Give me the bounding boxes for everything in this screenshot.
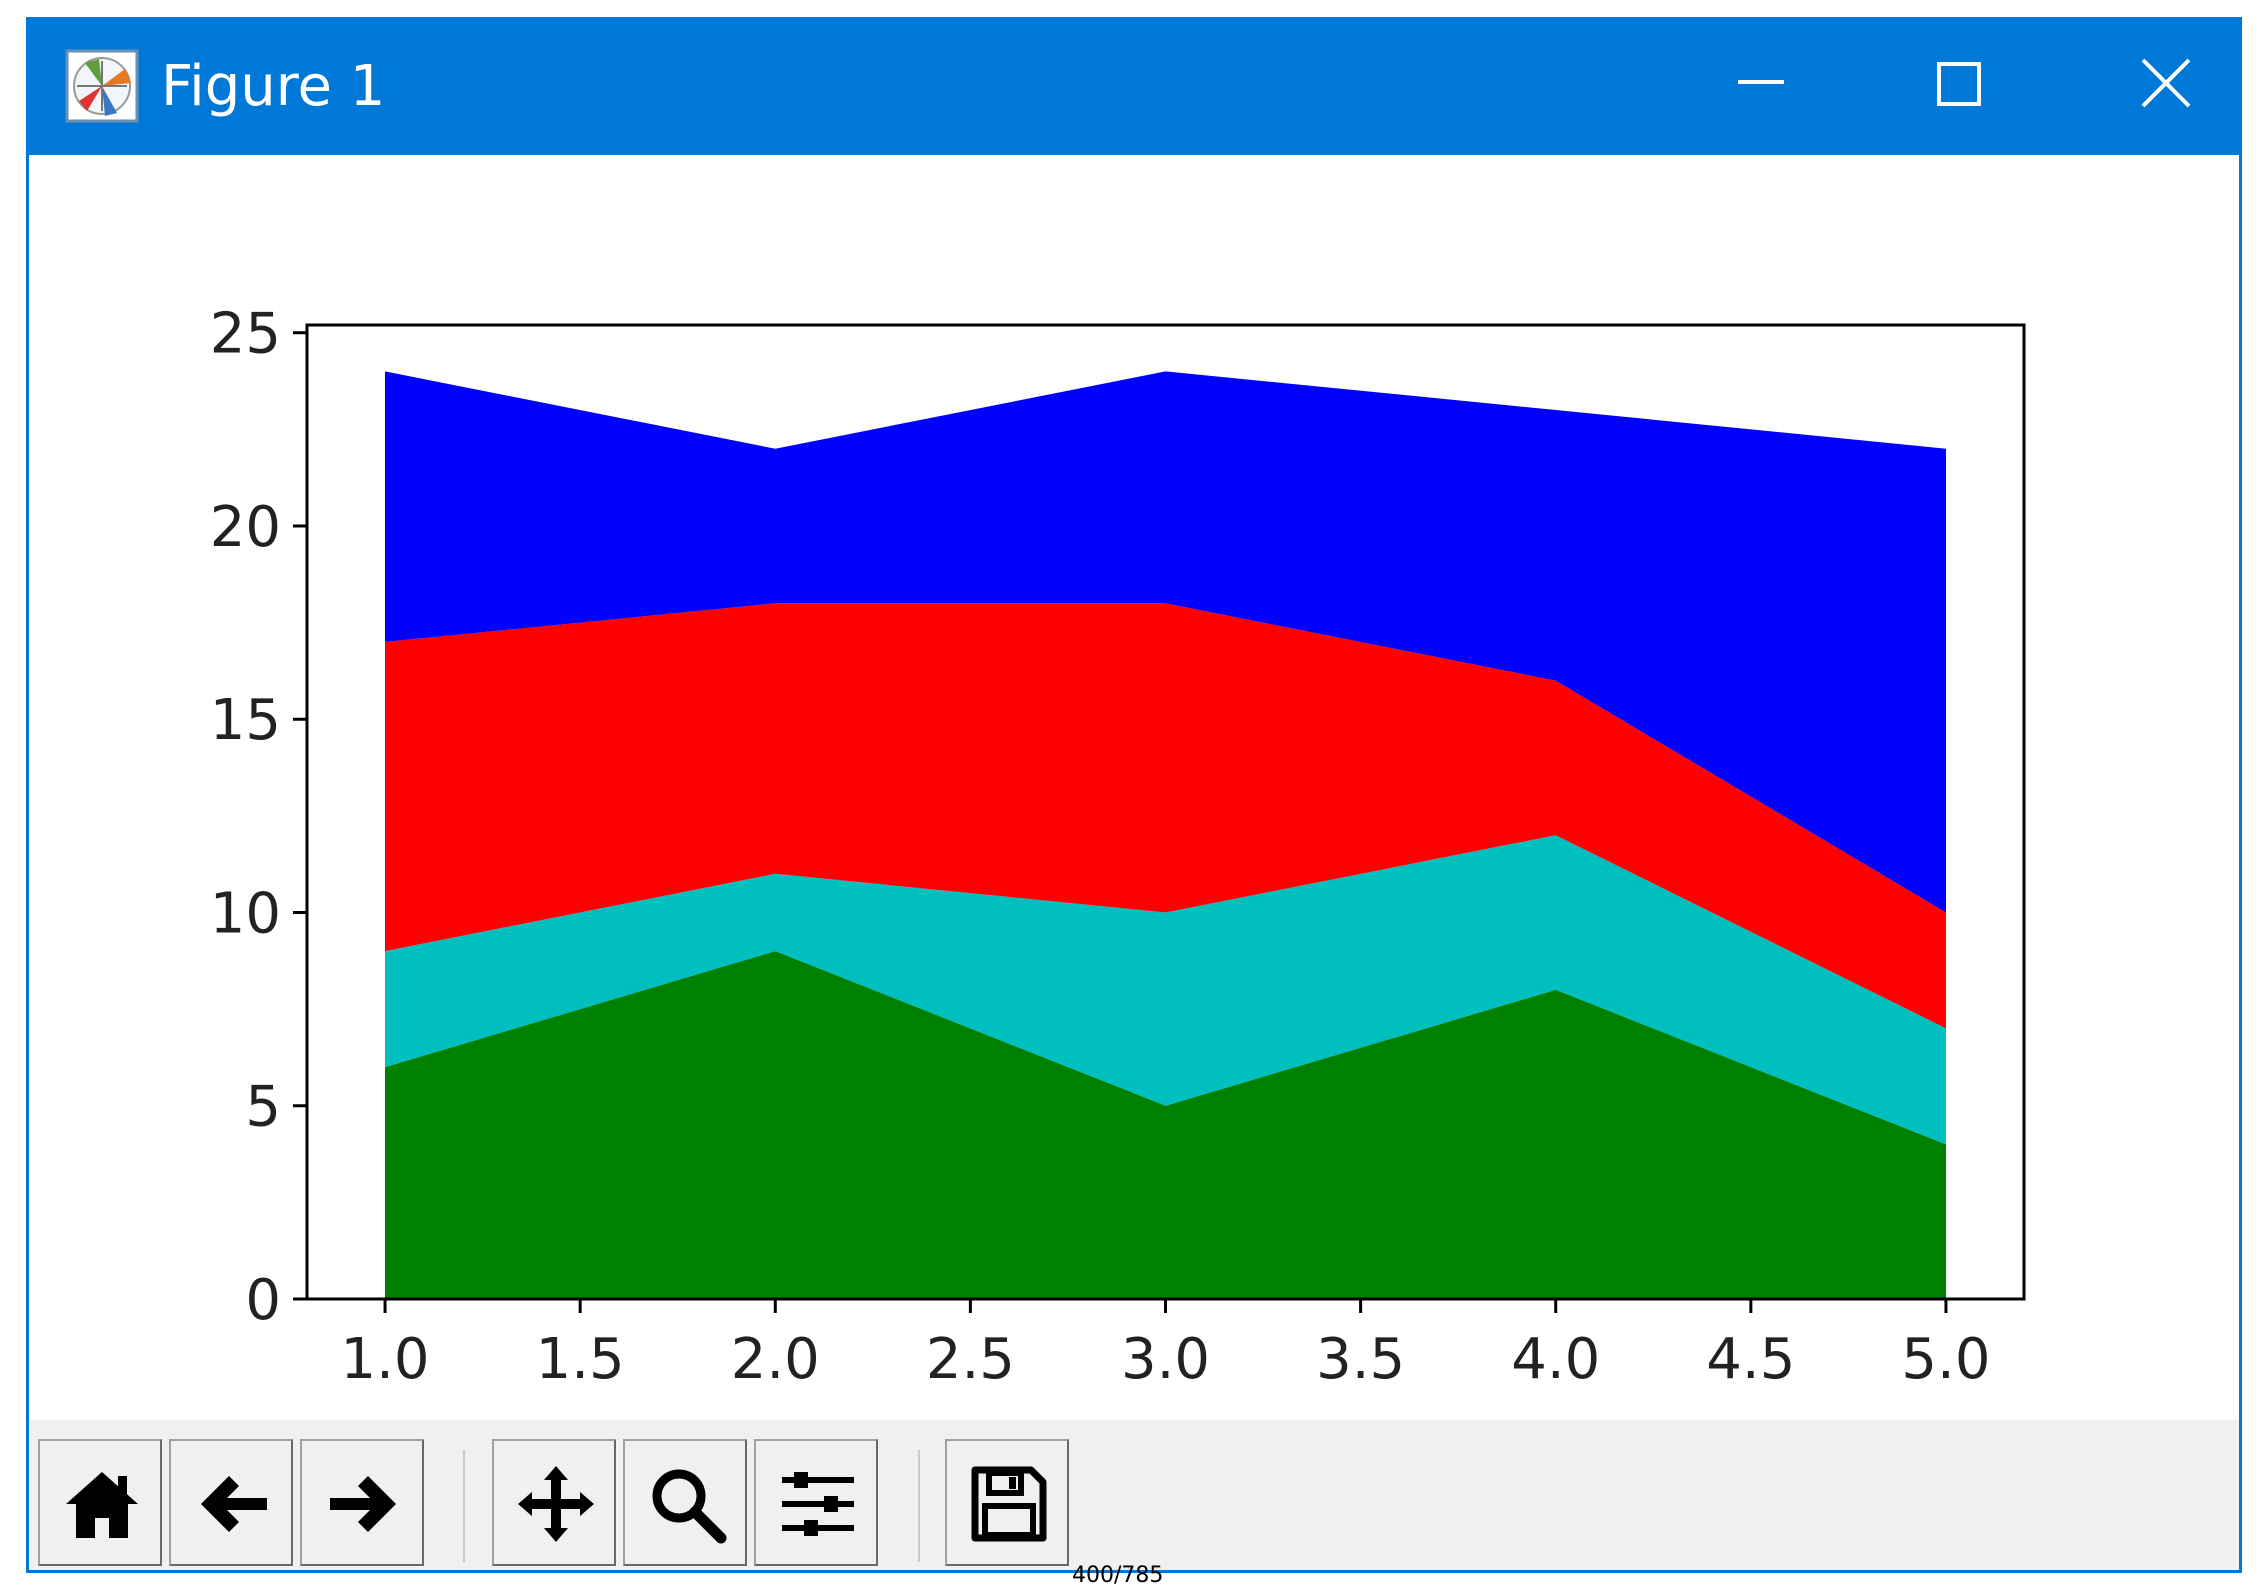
y-tick-label: 0 [245, 1268, 281, 1333]
figure-window: Figure 1 1.0 1.5 2.0 2.5 3.0 3.5 4.0 4.5 5.0 0 5 10… [26, 17, 2242, 1573]
x-tick-label: 1.0 [341, 1327, 430, 1392]
x-tick-label: 2.0 [731, 1327, 820, 1392]
home-button[interactable] [38, 1439, 162, 1566]
pan-button[interactable] [492, 1439, 616, 1566]
close-button[interactable] [2111, 38, 2221, 138]
pan-icon [518, 1466, 594, 1542]
back-button[interactable] [169, 1439, 293, 1566]
y-tick-label: 15 [210, 688, 281, 753]
window-title: Figure 1 [161, 54, 386, 119]
y-tick-label: 10 [210, 881, 281, 946]
home-icon [66, 1472, 138, 1538]
save-button[interactable] [945, 1439, 1069, 1566]
minimize-button[interactable] [1706, 38, 1816, 138]
toolbar-separator [463, 1450, 465, 1562]
status-text: 400/785 [1072, 1563, 1164, 1588]
configure-subplots-button[interactable] [754, 1439, 878, 1566]
back-arrow-icon [201, 1476, 267, 1532]
x-tick-label: 2.5 [926, 1327, 1015, 1392]
y-tick-label: 25 [210, 302, 281, 367]
x-tick-label: 3.5 [1316, 1327, 1405, 1392]
y-tick-label: 20 [210, 495, 281, 560]
area-series-2 [385, 835, 1946, 1145]
zoom-icon [652, 1469, 727, 1544]
close-icon [2141, 58, 2191, 108]
y-tick-label: 5 [245, 1075, 281, 1140]
forward-arrow-icon [330, 1476, 396, 1532]
x-tick-label: 4.0 [1511, 1327, 1600, 1392]
x-tick-label: 1.5 [536, 1327, 625, 1392]
minimize-icon [1738, 80, 1784, 84]
save-icon [971, 1466, 1047, 1542]
toolbar-separator [918, 1450, 920, 1562]
area-series-3 [385, 603, 1946, 1029]
navigation-toolbar [29, 1420, 2239, 1570]
area-series-1 [385, 951, 1946, 1299]
area-series-4 [385, 371, 1946, 913]
maximize-icon [1937, 62, 1981, 106]
figure-canvas[interactable]: 1.0 1.5 2.0 2.5 3.0 3.5 4.0 4.5 5.0 0 5 10 15 20 25 [29, 155, 2239, 1438]
x-tick-label: 5.0 [1901, 1327, 1990, 1392]
subplots-configure-icon [782, 1472, 854, 1536]
title-bar[interactable]: Figure 1 [29, 20, 2239, 155]
forward-button[interactable] [300, 1439, 424, 1566]
stacked-area-chart: 1.0 1.5 2.0 2.5 3.0 3.5 4.0 4.5 5.0 0 5 10 15 20 25 [210, 302, 2026, 1392]
matplotlib-logo-icon [65, 49, 139, 123]
maximize-button[interactable] [1904, 38, 2014, 138]
x-tick-label: 4.5 [1706, 1327, 1795, 1392]
zoom-button[interactable] [623, 1439, 747, 1566]
x-tick-label: 3.0 [1121, 1327, 1210, 1392]
